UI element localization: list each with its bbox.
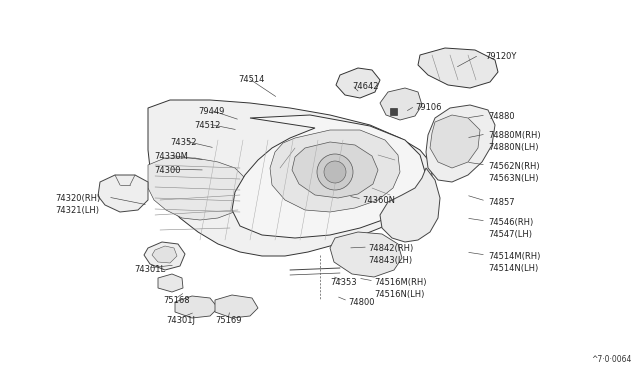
Text: 74562N(RH): 74562N(RH)	[488, 162, 540, 171]
Text: 74512: 74512	[194, 121, 220, 130]
Polygon shape	[418, 48, 498, 88]
Text: 74880N(LH): 74880N(LH)	[488, 143, 538, 152]
Text: 74360N: 74360N	[362, 196, 395, 205]
Polygon shape	[336, 68, 380, 98]
Text: 79449: 79449	[198, 107, 225, 116]
Polygon shape	[232, 115, 425, 238]
Text: 74857: 74857	[488, 198, 515, 207]
Polygon shape	[152, 246, 177, 263]
Text: 75169: 75169	[215, 316, 241, 325]
Polygon shape	[292, 142, 378, 198]
Polygon shape	[175, 296, 218, 318]
Polygon shape	[144, 242, 185, 270]
Text: 74300: 74300	[154, 166, 180, 175]
Polygon shape	[380, 168, 440, 242]
Text: 74330M: 74330M	[154, 152, 188, 161]
Text: 79120Y: 79120Y	[485, 52, 516, 61]
Text: 74301L: 74301L	[134, 265, 165, 274]
Polygon shape	[158, 274, 183, 292]
Polygon shape	[430, 115, 480, 168]
Circle shape	[324, 161, 346, 183]
Text: 74320(RH): 74320(RH)	[55, 194, 100, 203]
Polygon shape	[270, 130, 400, 212]
Text: 74516N(LH): 74516N(LH)	[374, 290, 424, 299]
Text: 74800: 74800	[348, 298, 374, 307]
Circle shape	[317, 154, 353, 190]
Text: 74321(LH): 74321(LH)	[55, 206, 99, 215]
Text: 74842(RH): 74842(RH)	[368, 244, 413, 253]
Polygon shape	[148, 158, 248, 220]
Text: 74880M(RH): 74880M(RH)	[488, 131, 541, 140]
Text: 74301J: 74301J	[166, 316, 195, 325]
Polygon shape	[98, 175, 148, 212]
Text: 74843(LH): 74843(LH)	[368, 256, 412, 265]
Text: ^7·0·0064: ^7·0·0064	[591, 355, 632, 364]
Polygon shape	[148, 100, 432, 256]
Text: 74514N(LH): 74514N(LH)	[488, 264, 538, 273]
Polygon shape	[215, 295, 258, 318]
Text: 74514M(RH): 74514M(RH)	[488, 252, 540, 261]
Text: 74516M(RH): 74516M(RH)	[374, 278, 426, 287]
Text: 74514: 74514	[238, 75, 264, 84]
Text: 74880: 74880	[488, 112, 515, 121]
Text: 74547(LH): 74547(LH)	[488, 230, 532, 239]
Text: 74353: 74353	[330, 278, 356, 287]
Text: 74642: 74642	[352, 82, 378, 91]
Text: 74563N(LH): 74563N(LH)	[488, 174, 538, 183]
Polygon shape	[426, 105, 495, 182]
Polygon shape	[380, 88, 422, 120]
FancyBboxPatch shape	[390, 108, 397, 115]
Polygon shape	[330, 232, 402, 277]
Text: 75168: 75168	[163, 296, 189, 305]
Text: 79106: 79106	[415, 103, 442, 112]
Text: 74546(RH): 74546(RH)	[488, 218, 533, 227]
Text: 74352: 74352	[170, 138, 196, 147]
